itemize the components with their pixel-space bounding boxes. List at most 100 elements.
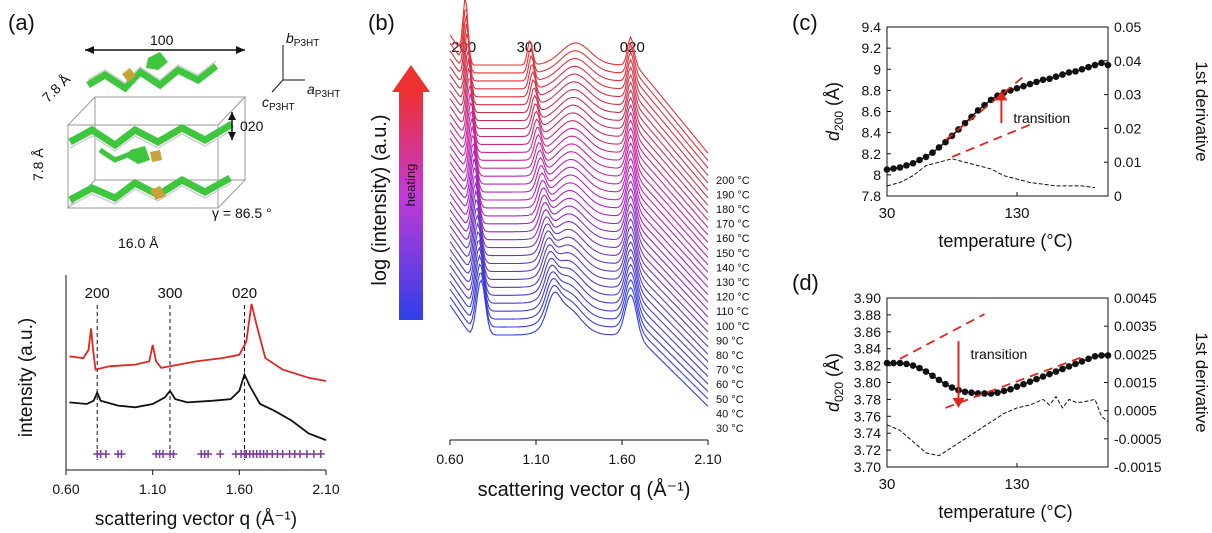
b-temperature-curve: [449, 166, 709, 303]
triad-b-label: bP3HT: [286, 30, 319, 49]
d-y2-tick-label: -0.0005: [1114, 431, 1162, 447]
b-temperature-curve: [449, 93, 709, 236]
b-temperature-label: 70 °C: [716, 365, 744, 377]
d-d-point: [1085, 355, 1092, 363]
c-d-point: [903, 162, 910, 169]
a-reflection-marker: [278, 450, 287, 458]
d-y2-tick-label: -0.0015: [1114, 459, 1162, 475]
b-temperature-label: 190 °C: [716, 189, 750, 201]
b-temperature-curve: [449, 134, 709, 273]
d-x-tick-label: 30: [879, 476, 896, 493]
polymer-chain-top: [86, 52, 219, 93]
panel-label-a: (a): [8, 10, 35, 35]
chart-a-xrd: 0.60 1.10 1.60 2.10 scattering vector q (Å⁻¹…: [16, 275, 340, 530]
triad-c-label: cP3HT: [262, 94, 295, 113]
polymer-chain-middle: [68, 120, 234, 164]
c-d-point: [1085, 63, 1092, 71]
d-tangent-line-1: [945, 356, 1083, 409]
d-y-tick-label: 3.74: [854, 425, 881, 441]
b-temperature-label: 80 °C: [716, 350, 744, 362]
b-temperature-curve: [449, 85, 709, 229]
c-d-point: [909, 159, 917, 167]
heating-arrow-head: [392, 65, 430, 92]
d-transition-arrow-head: [952, 397, 965, 408]
b-temperature-curve: [449, 8, 709, 161]
c-y2-tick-label: 0.04: [1114, 53, 1141, 69]
d-d-point: [1059, 365, 1066, 373]
b-x-tick-label: 1.10: [522, 451, 549, 467]
c-d-point: [1098, 59, 1105, 67]
d-plot-frame: [886, 297, 1109, 468]
d-d-point: [916, 364, 923, 372]
d-y-tick-label: 3.76: [854, 408, 881, 424]
a-reflection-marker: [216, 450, 225, 458]
d-x-axis-title: temperature (°C): [938, 502, 1072, 522]
d-d-point: [883, 359, 891, 367]
d-y-tick-label: 3.70: [854, 459, 881, 475]
b-temperature-label: 50 °C: [716, 394, 744, 406]
d-d-point: [929, 372, 936, 380]
a-series-line-1: [69, 371, 327, 441]
heating-arrow-label: heating: [403, 164, 418, 207]
a-series-line-0: [69, 303, 327, 382]
d-d-point: [1046, 370, 1053, 378]
b-temperature-curve: [449, 272, 709, 400]
c-d-point: [1059, 71, 1066, 78]
d-y2-axis-title: 1st derivative: [1192, 332, 1211, 432]
c-y-tick-label: 7.8: [862, 188, 882, 204]
chart-d-d020: 3.703.723.743.763.783.803.823.843.863.88…: [823, 290, 1211, 522]
d-d-point: [948, 384, 956, 391]
c-y-tick-label: 8.2: [862, 146, 882, 162]
dim-label-16: 16.0 Å: [118, 235, 159, 251]
c-y-tick-label: 8.4: [862, 125, 882, 141]
c-derivative-line: [886, 158, 1096, 189]
b-temperature-curve: [449, 142, 709, 281]
b-temperature-curve: [449, 118, 709, 258]
a-reflection-marker: [296, 450, 304, 458]
d-transition-label: transition: [971, 346, 1028, 362]
b-temperature-curve: [449, 213, 709, 348]
d-y2-tick-label: 0.0045: [1114, 290, 1157, 306]
d-y-tick-label: 3.84: [854, 341, 881, 357]
b-temperature-curve: [449, 189, 709, 325]
c-y2-tick-label: 0.02: [1114, 120, 1141, 136]
d-y-tick-label: 3.86: [854, 324, 881, 340]
c-y-tick-label: 9: [873, 61, 881, 77]
c-y-tick-label: 8: [873, 167, 881, 183]
panel-label-c: (c): [792, 10, 818, 35]
d-d-point: [1091, 353, 1099, 360]
a-reflection-marker: [169, 450, 178, 458]
b-temperature-curve: [449, 221, 709, 355]
d-d-point: [1052, 368, 1060, 375]
b-temperature-curve: [449, 230, 709, 363]
d-y-tick-label: 3.82: [854, 358, 881, 374]
c-x-tick-label: 30: [879, 205, 896, 222]
d-y2-tick-label: 0.0015: [1114, 375, 1157, 391]
dim-label-7.8-top: 7.8 Å: [39, 71, 74, 106]
b-temperature-curve: [449, 33, 709, 184]
b-temperature-curve: [449, 23, 709, 176]
a-x-tick-label: 2.10: [312, 481, 339, 497]
c-d-point: [1052, 73, 1060, 80]
c-d-series-line: [886, 62, 1109, 171]
panel-label-b: (b): [368, 10, 395, 35]
b-temperature-label: 120 °C: [716, 292, 750, 304]
a-x-tick-label: 0.60: [52, 481, 79, 497]
b-temperature-label: 30 °C: [716, 423, 744, 435]
d-d-point: [1000, 387, 1008, 395]
d-d-point: [1104, 352, 1112, 359]
b-temperature-label: 200 °C: [716, 175, 750, 187]
a-peak-label-300: 300: [157, 285, 182, 302]
c-d-point: [1020, 82, 1027, 90]
p3ht-crystal-structure: 100 7.8 Å 7.8 Å 020 γ = 86.5 ° 16.0 Å bP…: [30, 30, 340, 251]
c-transition-arrow-head: [995, 90, 1008, 101]
c-d-point: [916, 156, 923, 164]
b-temperature-curve: [449, 198, 709, 333]
dim-label-100: 100: [150, 32, 174, 48]
d-y-tick-label: 3.78: [854, 391, 881, 407]
d-d-point: [935, 376, 943, 384]
b-x-tick-label: 1.60: [608, 451, 635, 467]
c-y2-tick-label: 0.03: [1114, 87, 1141, 103]
c-y2-tick-label: 0.05: [1114, 19, 1141, 35]
d-d-point: [1039, 373, 1047, 380]
